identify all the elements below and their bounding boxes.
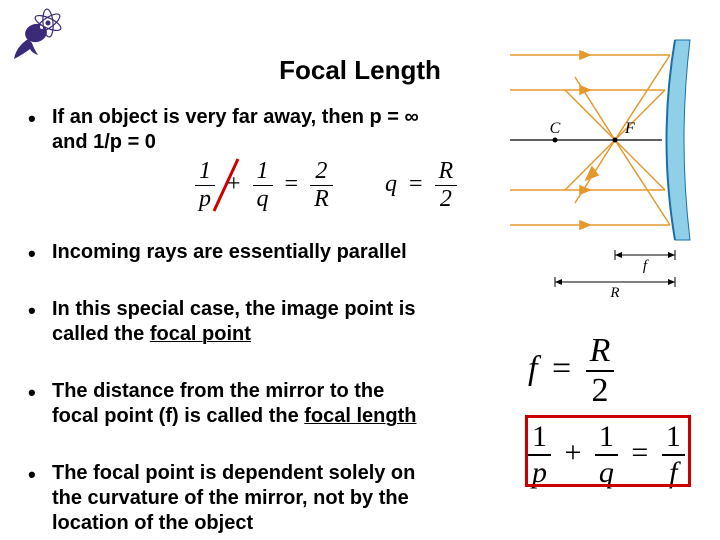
equation-1: 1p + 1q = 2R <box>195 158 333 213</box>
bullet-3-text-b: called the <box>52 323 150 345</box>
equation-2: q = R2 <box>385 158 457 213</box>
eq1-num2: 1 <box>253 158 273 185</box>
eq1-den3: R <box>310 185 333 213</box>
eq1-num1: 1 <box>195 158 215 185</box>
bullet-1-text-a: If an object is very far away, then p = … <box>52 106 419 128</box>
eq2-den: 2 <box>435 185 458 213</box>
eq1-plus: + <box>221 171 247 197</box>
eq1-eq: = <box>279 171 305 197</box>
bullet-4-text-a: The distance from the mirror to the <box>52 380 384 402</box>
bullet-1: If an object is very far away, then p = … <box>28 105 488 155</box>
bullet-4-text-b: focal point (f) is called the <box>52 405 304 427</box>
eq1-num3: 2 <box>310 158 333 185</box>
highlight-box <box>525 415 691 487</box>
eq3-num: R <box>586 332 615 370</box>
bullet-1-text-b: and 1/p = 0 <box>52 131 156 153</box>
bullet-5-text-c: location of the object <box>52 512 253 534</box>
eq2-lhs: q <box>385 171 397 197</box>
bullet-2-text: Incoming rays are essentially parallel <box>52 241 407 263</box>
eq3-eq: = <box>546 350 577 387</box>
eq1-den1: p <box>195 185 215 213</box>
bullet-3-text-a: In this special case, the image point is <box>52 298 415 320</box>
bullet-3: In this special case, the image point is… <box>28 297 488 347</box>
eq1-den2: q <box>253 185 273 213</box>
bullet-4-underline: focal length <box>304 405 416 427</box>
label-r-dim: R <box>609 285 619 300</box>
label-c: C <box>550 120 561 137</box>
bullet-5: The focal point is dependent solely on t… <box>28 461 488 536</box>
equation-3: f = R2 <box>528 332 614 410</box>
bullet-5-text-a: The focal point is dependent solely on <box>52 462 415 484</box>
mirror-diagram: C F f R <box>510 25 705 300</box>
bullet-3-underline: focal point <box>150 323 251 345</box>
label-f-dim: f <box>643 258 649 274</box>
label-f-point: F <box>624 120 635 137</box>
bullet-5-text-b: the curvature of the mirror, not by the <box>52 487 409 509</box>
eq3-den: 2 <box>586 370 615 410</box>
bullet-2: Incoming rays are essentially parallel <box>28 240 488 265</box>
eq2-eq: = <box>403 171 429 197</box>
eq2-num: R <box>435 158 458 185</box>
eq3-lhs: f <box>528 350 537 387</box>
bullet-4: The distance from the mirror to the foca… <box>28 379 488 429</box>
